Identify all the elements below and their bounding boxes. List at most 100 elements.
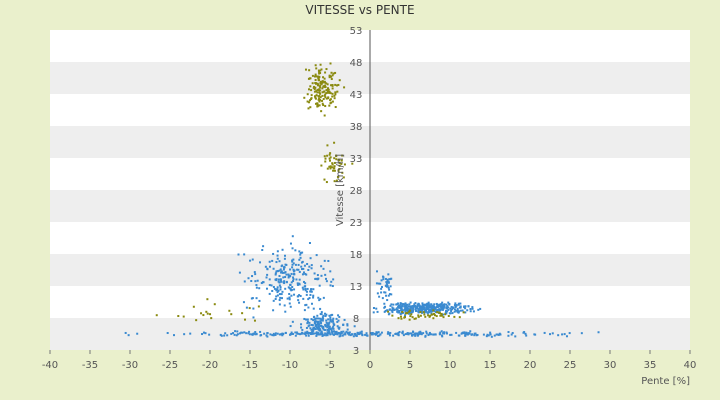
data-point <box>329 92 332 95</box>
data-point <box>349 334 352 337</box>
data-point <box>403 316 406 319</box>
data-point <box>331 319 334 322</box>
data-point <box>195 319 198 322</box>
data-point <box>392 334 395 337</box>
data-point <box>424 315 427 318</box>
data-point <box>337 158 340 161</box>
data-point <box>420 333 423 336</box>
data-point <box>462 311 465 314</box>
data-point <box>323 329 326 332</box>
data-point <box>315 90 318 93</box>
data-point <box>403 305 406 308</box>
data-point <box>302 288 305 291</box>
data-point <box>398 309 401 312</box>
data-point <box>293 293 296 296</box>
data-point <box>274 333 277 336</box>
data-point <box>333 165 336 168</box>
data-point <box>388 332 391 335</box>
data-point <box>283 304 286 307</box>
data-point <box>395 308 398 311</box>
data-point <box>308 101 311 104</box>
data-point <box>445 331 448 334</box>
data-point <box>291 332 294 335</box>
data-point <box>295 278 298 281</box>
data-point <box>447 306 450 309</box>
data-point <box>283 282 286 285</box>
data-point <box>333 141 336 144</box>
data-point <box>507 331 510 334</box>
data-point <box>346 328 349 331</box>
data-point <box>380 279 383 282</box>
data-point <box>445 303 448 306</box>
data-point <box>311 82 314 85</box>
data-point <box>407 305 410 308</box>
data-point <box>420 305 423 308</box>
data-point <box>430 303 433 306</box>
data-point <box>289 333 292 336</box>
data-point <box>394 333 397 336</box>
data-point <box>399 315 402 318</box>
data-point <box>486 333 489 336</box>
data-point <box>321 334 324 337</box>
data-point <box>451 308 454 311</box>
data-point <box>276 286 279 289</box>
data-point <box>463 305 466 308</box>
data-point <box>443 332 446 335</box>
data-point <box>313 272 316 275</box>
data-point <box>418 331 421 334</box>
data-point <box>329 62 332 65</box>
y-tick-label: 13 <box>350 282 363 293</box>
data-point <box>329 284 332 287</box>
data-point <box>309 257 312 260</box>
data-point <box>408 303 411 306</box>
data-point <box>250 297 253 300</box>
data-point <box>280 293 283 296</box>
data-point <box>330 101 333 104</box>
data-point <box>280 333 283 336</box>
data-point <box>341 171 344 174</box>
data-point <box>293 288 296 291</box>
data-point <box>434 333 437 336</box>
data-point <box>326 154 329 157</box>
data-point <box>315 94 318 97</box>
data-point <box>242 301 245 304</box>
data-point <box>387 294 390 297</box>
data-point <box>224 332 227 335</box>
data-point <box>316 277 319 280</box>
data-point <box>226 334 229 337</box>
data-point <box>337 314 340 317</box>
data-point <box>320 164 323 167</box>
data-point <box>433 314 436 317</box>
data-point <box>307 88 310 91</box>
data-point <box>327 259 330 262</box>
data-point <box>301 286 304 289</box>
data-point <box>327 323 330 326</box>
data-point <box>335 179 338 182</box>
data-point <box>442 316 445 319</box>
data-point <box>325 321 328 324</box>
data-point <box>320 332 323 335</box>
data-point <box>251 275 254 278</box>
data-point <box>317 89 320 92</box>
data-point <box>419 314 422 317</box>
data-point <box>305 334 308 337</box>
data-point <box>417 302 420 305</box>
data-point <box>266 332 269 335</box>
data-point <box>266 267 269 270</box>
data-point <box>397 334 400 337</box>
data-point <box>444 311 447 314</box>
data-point <box>291 286 294 289</box>
x-tick-label: 25 <box>564 360 577 371</box>
data-point <box>386 332 389 335</box>
data-point <box>400 317 403 320</box>
data-point <box>409 301 412 304</box>
data-point <box>402 303 405 306</box>
data-point <box>466 333 469 336</box>
data-point <box>255 284 258 287</box>
data-point <box>421 302 424 305</box>
data-point <box>360 330 363 333</box>
data-point <box>272 299 275 302</box>
data-point <box>425 306 428 309</box>
data-point <box>320 325 323 328</box>
data-point <box>423 304 426 307</box>
